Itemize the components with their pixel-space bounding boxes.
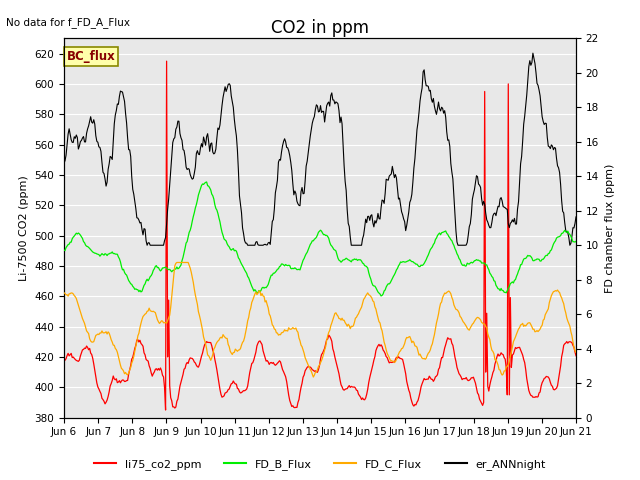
Text: No data for f_FD_A_Flux: No data for f_FD_A_Flux	[6, 17, 131, 28]
Legend: li75_co2_ppm, FD_B_Flux, FD_C_Flux, er_ANNnight: li75_co2_ppm, FD_B_Flux, FD_C_Flux, er_A…	[90, 455, 550, 474]
Y-axis label: Li-7500 CO2 (ppm): Li-7500 CO2 (ppm)	[19, 175, 29, 281]
Text: BC_flux: BC_flux	[67, 50, 115, 63]
Y-axis label: FD chamber flux (ppm): FD chamber flux (ppm)	[605, 163, 614, 293]
Title: CO2 in ppm: CO2 in ppm	[271, 19, 369, 37]
